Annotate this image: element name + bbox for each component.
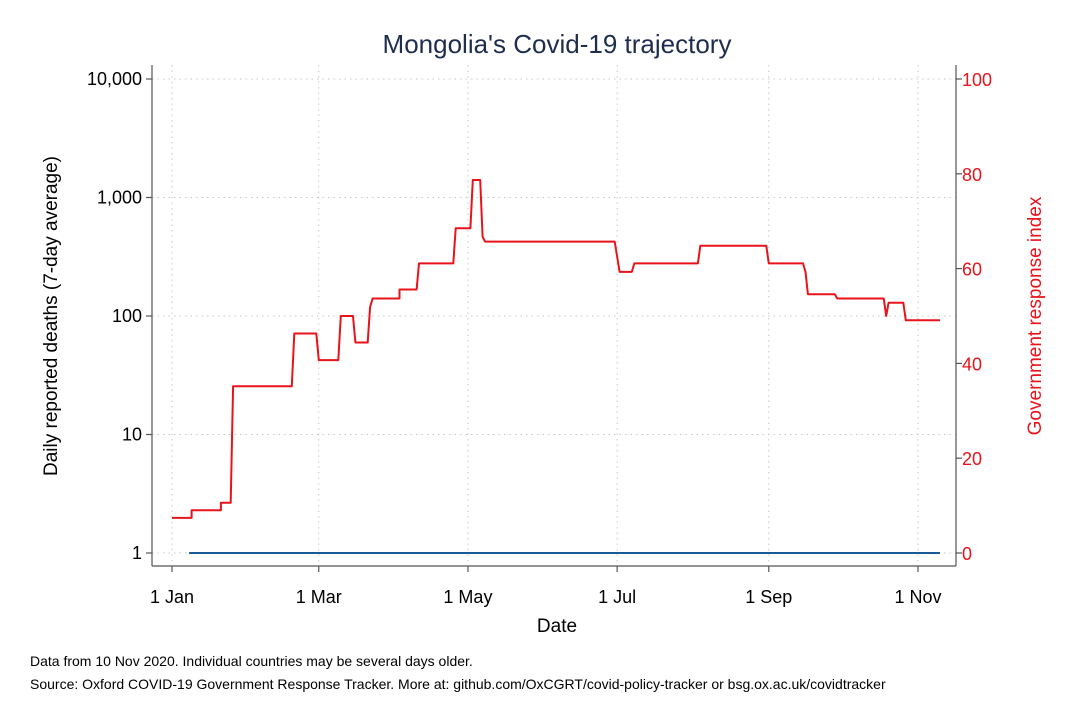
tick-labels: 1 10 100 1,000 10,000 0 20 40 60 80 100 1 Jan 1 Mar 1…	[87, 69, 992, 607]
x-tick-label: 1 Jan	[150, 587, 194, 607]
x-tick-label: 1 Nov	[894, 587, 941, 607]
series-layer	[172, 179, 940, 554]
y-right-tick-label: 80	[962, 165, 982, 185]
x-axis-label: Date	[537, 616, 577, 637]
y-left-tick-label: 1	[132, 543, 142, 563]
data-note: Data from 10 Nov 2020. Individual countr…	[30, 653, 473, 669]
y-right-tick-label: 100	[962, 70, 992, 90]
y-right-tick-label: 40	[962, 354, 982, 374]
axes	[146, 65, 962, 572]
y-axis-right-label: Government response index	[1025, 196, 1046, 435]
y-left-tick-label: 10,000	[87, 69, 142, 89]
x-tick-label: 1 Jul	[598, 587, 636, 607]
y-left-tick-label: 1,000	[97, 188, 142, 208]
y-right-tick-label: 20	[962, 449, 982, 469]
x-tick-label: 1 May	[443, 587, 492, 607]
y-right-tick-label: 60	[962, 260, 982, 280]
y-left-tick-label: 10	[122, 425, 142, 445]
chart-title: Mongolia's Covid-19 trajectory	[383, 29, 732, 59]
source-note: Source: Oxford COVID-19 Government Respo…	[30, 676, 886, 692]
y-axis-left-label: Daily reported deaths (7-day average)	[41, 156, 62, 476]
response-index-series-line	[172, 179, 940, 519]
x-tick-label: 1 Mar	[296, 587, 342, 607]
grid	[152, 65, 956, 566]
y-left-tick-label: 100	[112, 306, 142, 326]
x-tick-label: 1 Sep	[745, 587, 792, 607]
y-right-tick-label: 0	[962, 544, 972, 564]
